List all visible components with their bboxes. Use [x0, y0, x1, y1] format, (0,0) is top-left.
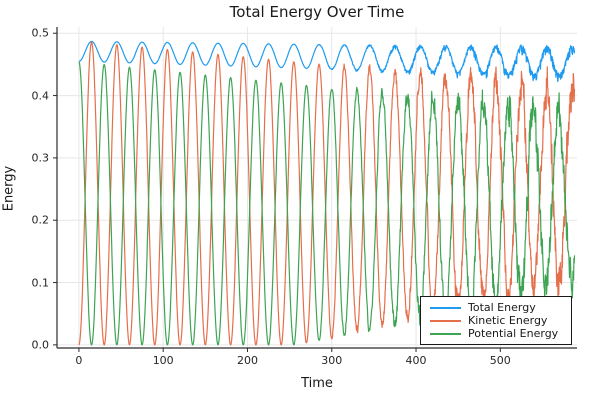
legend-entry: Potential Energy [430, 327, 565, 340]
chart-title: Total Energy Over Time [229, 3, 405, 21]
legend-entry: Total Energy [430, 301, 565, 314]
y-tick-label: 0.3 [31, 151, 50, 165]
series-line-total-energy [78, 40, 576, 83]
y-tick-label: 0.0 [31, 338, 50, 352]
legend-line-swatch [430, 319, 461, 322]
series-line-kinetic-energy [78, 41, 576, 346]
legend-label: Kinetic Energy [468, 314, 548, 327]
legend-label: Potential Energy [468, 327, 559, 340]
y-tick-label: 0.5 [31, 26, 50, 40]
x-tick-label: 100 [152, 354, 174, 367]
y-tick-label: 0.4 [31, 89, 50, 103]
legend-label: Total Energy [468, 301, 536, 314]
legend-line-swatch [430, 306, 461, 309]
x-tick-label: 400 [405, 354, 427, 367]
x-tick-label: 0 [75, 354, 83, 367]
x-tick-label: 200 [236, 354, 258, 367]
y-tick-label: 0.1 [31, 276, 50, 290]
series-line-potential-energy [78, 61, 576, 346]
x-tick-label: 500 [489, 354, 511, 367]
legend: Total Energy Kinetic Energy Potential Ener… [420, 296, 572, 345]
legend-line-swatch [430, 332, 461, 335]
x-tick-label: 300 [321, 354, 343, 367]
x-axis-label: Time [301, 376, 333, 391]
legend-entry: Kinetic Energy [430, 314, 565, 327]
y-tick-label: 0.2 [31, 213, 50, 227]
